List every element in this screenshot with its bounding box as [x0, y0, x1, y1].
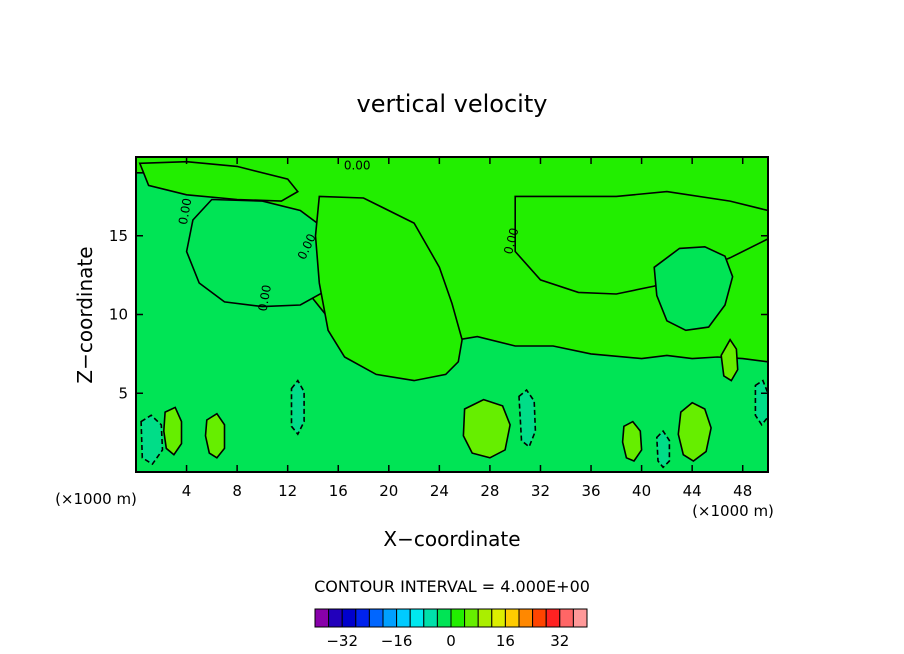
- x-tick-label: 4: [182, 482, 192, 500]
- contour-region-7: [204, 412, 226, 459]
- colorbar-tick-label: −32: [326, 632, 358, 650]
- contour-region-12: [140, 414, 164, 466]
- x-unit-label-left: (×1000 m): [55, 490, 137, 508]
- x-tick-label: 12: [278, 482, 297, 500]
- contour-label: 0.00: [256, 284, 274, 313]
- colorbar-swatch: [572, 608, 588, 628]
- colorbar-swatch: [368, 608, 384, 628]
- colorbar: −32 −16 0 16 32: [314, 608, 588, 650]
- colorbar-swatch: [504, 608, 520, 628]
- colorbar-swatch: [423, 608, 438, 628]
- x-tick-label: 40: [632, 482, 651, 500]
- y-axis-label: Z−coordinate: [73, 246, 97, 383]
- colorbar-swatch: [532, 608, 547, 628]
- colorbar-swatch: [450, 608, 466, 628]
- chart-title: vertical velocity: [357, 90, 548, 118]
- x-tick-label: 20: [379, 482, 398, 500]
- x-tick-label: 48: [733, 482, 752, 500]
- colorbar-swatch: [518, 608, 534, 628]
- colorbar-swatch: [409, 608, 425, 628]
- x-tick-label: 16: [329, 482, 348, 500]
- x-axis-label: X−coordinate: [383, 527, 520, 551]
- colorbar-swatch: [396, 608, 411, 628]
- x-tick-label: 8: [232, 482, 242, 500]
- contour-label: 0.00: [501, 226, 521, 255]
- colorbar-swatch: [491, 608, 506, 628]
- colorbar-swatch: [355, 608, 370, 628]
- colorbar-swatch: [328, 608, 343, 628]
- contour-region-14: [518, 388, 537, 449]
- colorbar-tick-label: 0: [446, 632, 456, 650]
- contour-region-4: [138, 160, 300, 202]
- colorbar-swatch: [382, 608, 398, 628]
- colorbar-swatch: [464, 608, 479, 628]
- contour-region-6: [162, 406, 183, 456]
- colorbar-swatch: [341, 608, 357, 628]
- contour-region-13: [290, 379, 305, 436]
- y-tick-label: 10: [109, 306, 128, 324]
- contour-interval-label: CONTOUR INTERVAL = 4.000E+00: [314, 577, 590, 596]
- contour-region-9: [621, 420, 643, 462]
- x-tick-label: 32: [531, 482, 550, 500]
- colorbar-swatch: [559, 608, 574, 628]
- contour-region-2: [314, 195, 463, 382]
- contour-label: 0.00: [344, 159, 371, 173]
- contour-region-8: [462, 398, 511, 459]
- colorbar-swatch: [314, 608, 330, 628]
- colorbar-tick-label: 16: [496, 632, 515, 650]
- x-tick-label: 44: [683, 482, 702, 500]
- y-tick-label: 15: [109, 227, 128, 245]
- contour-region-16: [754, 379, 768, 427]
- x-tick-label: 36: [581, 482, 600, 500]
- x-tick-label: 24: [430, 482, 449, 500]
- colorbar-swatch: [545, 608, 561, 628]
- plot-area: 0.000.000.00 0.000.004 8 12 16 20 24 28 32 36 40 44…: [109, 156, 769, 500]
- colorbar-tick-label: −16: [381, 632, 413, 650]
- contour-region-10: [677, 401, 712, 462]
- contour-region-15: [655, 429, 671, 469]
- x-unit-label-right: (×1000 m): [692, 502, 774, 520]
- contour-region-11: [720, 338, 739, 382]
- colorbar-tick-label: 32: [550, 632, 569, 650]
- contour-label: 0.00: [176, 197, 194, 226]
- colorbar-swatch: [477, 608, 493, 628]
- x-tick-label: 28: [480, 482, 499, 500]
- contour-region-1: [185, 198, 340, 308]
- y-tick-label: 5: [118, 384, 128, 402]
- colorbar-swatch: [436, 608, 452, 628]
- contour-region-5: [653, 245, 734, 332]
